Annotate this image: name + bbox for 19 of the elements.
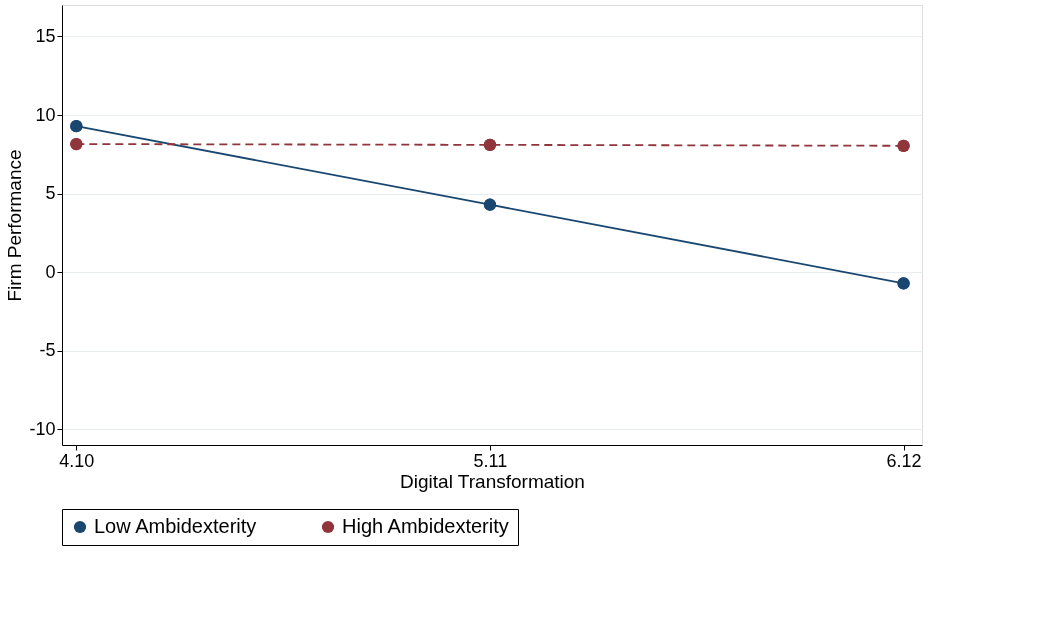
y-tick-label: 10: [35, 104, 56, 125]
legend-label: Low Ambidexterity: [94, 515, 257, 537]
point: [897, 139, 910, 152]
y-tick-label: -5: [39, 340, 56, 361]
y-tick-label: 5: [45, 183, 56, 204]
point: [897, 277, 910, 290]
x-tick-label: 4.10: [59, 450, 95, 471]
point: [483, 138, 497, 151]
x-tick-label: 6.12: [886, 450, 922, 471]
point: [70, 137, 83, 151]
y-tick-label: 0: [45, 261, 56, 282]
y-axis-title: Firm Performance: [4, 149, 26, 302]
point: [70, 120, 83, 133]
x-tick-label: 5.11: [473, 450, 508, 471]
point: [483, 198, 497, 211]
legend-label: High Ambidexterity: [342, 515, 509, 537]
y-tick-label: 15: [35, 25, 56, 46]
y-tick-label: -10: [29, 418, 56, 439]
x-axis-title: Digital Transformation: [400, 470, 585, 492]
